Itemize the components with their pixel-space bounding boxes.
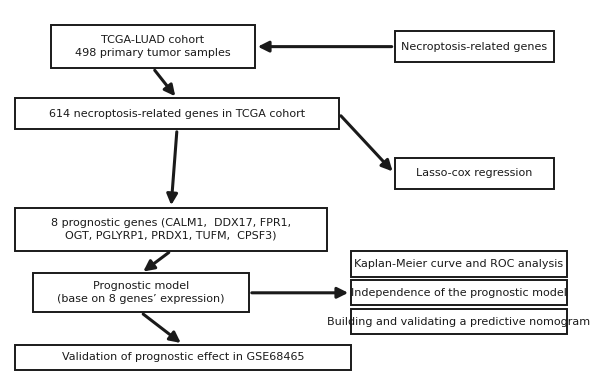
Text: Necroptosis-related genes: Necroptosis-related genes [401,42,547,51]
FancyBboxPatch shape [15,208,327,251]
Text: Prognostic model
(base on 8 genes’ expression): Prognostic model (base on 8 genes’ expre… [57,281,225,304]
FancyBboxPatch shape [395,158,554,189]
Text: TCGA-LUAD cohort
498 primary tumor samples: TCGA-LUAD cohort 498 primary tumor sampl… [75,35,231,58]
Text: 614 necroptosis-related genes in TCGA cohort: 614 necroptosis-related genes in TCGA co… [49,109,305,119]
Text: Validation of prognostic effect in GSE68465: Validation of prognostic effect in GSE68… [62,352,304,362]
FancyBboxPatch shape [351,251,567,277]
FancyBboxPatch shape [33,273,249,313]
FancyBboxPatch shape [15,345,351,370]
FancyBboxPatch shape [51,25,255,68]
Text: Kaplan-Meier curve and ROC analysis: Kaplan-Meier curve and ROC analysis [355,259,563,269]
FancyBboxPatch shape [15,98,339,129]
Text: Building and validating a predictive nomogram: Building and validating a predictive nom… [328,317,590,326]
Text: Independence of the prognostic model: Independence of the prognostic model [351,288,567,298]
FancyBboxPatch shape [351,280,567,305]
FancyBboxPatch shape [351,309,567,334]
Text: 8 prognostic genes (CALM1,  DDX17, FPR1,
OGT, PGLYRP1, PRDX1, TUFM,  CPSF3): 8 prognostic genes (CALM1, DDX17, FPR1, … [51,218,291,241]
Text: Lasso-cox regression: Lasso-cox regression [416,169,532,178]
FancyBboxPatch shape [395,31,554,63]
